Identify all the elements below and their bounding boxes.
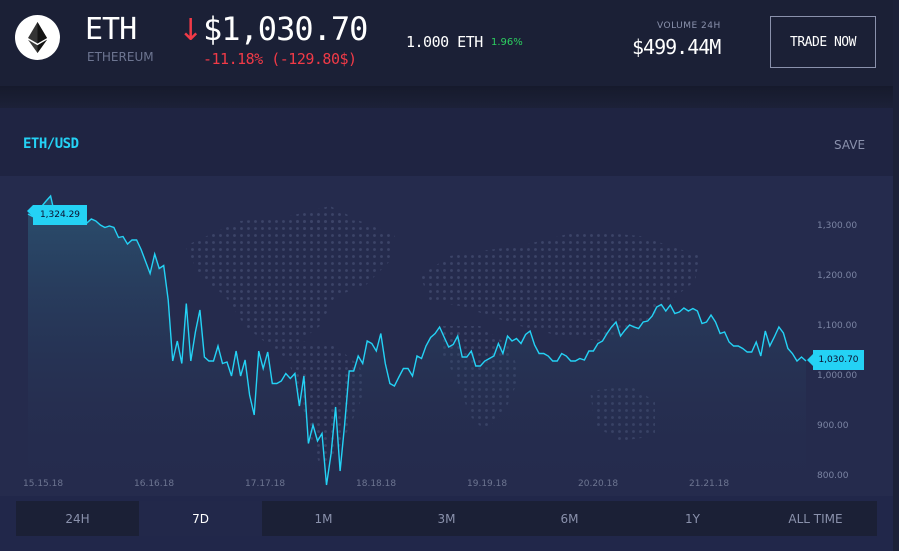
current-price-tag: 1,030.70 [807, 350, 864, 370]
chart-card-header [0, 108, 893, 176]
header-bar [0, 0, 893, 86]
holding-change-percent: 1.96% [491, 37, 523, 48]
tab-6m[interactable]: 6M [560, 511, 579, 526]
trade-now-button[interactable]: TRADE NOW [770, 16, 876, 68]
arrow-down-icon: ↓ [178, 13, 204, 48]
ethereum-logo-icon [15, 15, 60, 60]
volume-value: $499.44M [632, 35, 721, 59]
tab-3m[interactable]: 3M [437, 511, 456, 526]
current-price: $1,030.70 [203, 10, 368, 48]
price-chart[interactable] [0, 176, 893, 496]
tab-1y[interactable]: 1Y [685, 511, 700, 526]
price-change: -11.18% (-129.80$) [203, 50, 357, 68]
price-area-fill [28, 196, 806, 496]
header-divider [0, 86, 893, 108]
timeframe-tabs: 24H 7D 1M 3M 6M 1Y ALL TIME [16, 501, 877, 536]
x-tick-label: 19.19.18 [467, 479, 508, 489]
x-tick-label: 17.17.18 [245, 479, 286, 489]
volume-label: VOLUME 24H [657, 21, 721, 31]
save-button[interactable]: SAVE [834, 138, 866, 152]
coin-name: ETHEREUM [87, 50, 154, 64]
pair-title: ETH/USD [23, 136, 79, 152]
x-tick-label: 16.16.18 [134, 479, 175, 489]
holding-amount: 1.000 ETH [406, 33, 483, 51]
x-tick-label: 20.20.18 [578, 479, 619, 489]
tab-1m[interactable]: 1M [314, 511, 333, 526]
start-price-tag: 1,324.29 [27, 205, 87, 225]
y-tick-label: 800.00 [817, 471, 849, 481]
price-line [27, 194, 807, 486]
y-tick-label: 1,100.00 [817, 321, 858, 331]
y-tick-label: 1,300.00 [817, 221, 858, 231]
x-tick-label: 21.21.18 [689, 479, 730, 489]
x-tick-label: 18.18.18 [356, 479, 397, 489]
tab-7d[interactable]: 7D [139, 501, 262, 536]
coin-symbol: ETH [85, 12, 137, 47]
y-tick-label: 900.00 [817, 421, 849, 431]
x-tick-label: 15.15.18 [23, 479, 64, 489]
tab-all-time[interactable]: ALL TIME [788, 511, 843, 526]
tab-24h[interactable]: 24H [65, 511, 90, 526]
y-tick-label: 1,200.00 [817, 271, 858, 281]
y-tick-label: 1,000.00 [817, 371, 858, 381]
